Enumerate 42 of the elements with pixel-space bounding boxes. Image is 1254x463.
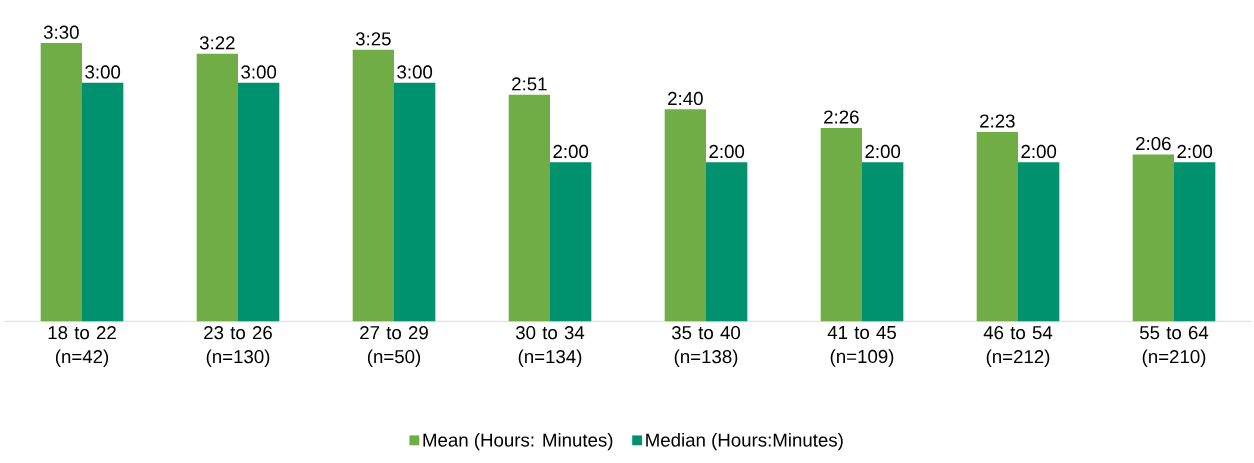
x-tick-label: 55 to 64 (n=210) <box>1139 326 1209 368</box>
legend-label: Mean (Hours: Minutes) <box>423 433 613 451</box>
x-tick-label: 27 to 29 (n=50) <box>360 326 428 368</box>
data-label: 3:25 <box>355 32 391 46</box>
x-tick-label: 18 to 22 (n=42) <box>48 326 116 368</box>
bar <box>196 53 239 322</box>
bar <box>706 162 748 322</box>
bar <box>82 83 124 322</box>
data-label: 2:26 <box>824 110 859 124</box>
bar <box>508 94 551 322</box>
data-label: 2:00 <box>1177 145 1213 159</box>
data-label: 2:51 <box>512 77 547 91</box>
bar <box>1174 162 1216 322</box>
data-label: 3:00 <box>85 65 121 79</box>
bar <box>40 43 82 322</box>
bar <box>664 109 706 322</box>
legend-label: Median (Hours:Minutes) <box>646 433 843 451</box>
bar <box>394 83 436 322</box>
data-label: 3:00 <box>397 65 433 79</box>
x-tick-label: 41 to 45 (n=109) <box>827 326 896 367</box>
data-label: 3:00 <box>241 65 277 79</box>
x-tick-label: 23 to 26 (n=130) <box>204 326 272 368</box>
data-label: 2:00 <box>709 145 745 159</box>
data-label: 2:00 <box>553 145 589 159</box>
bar <box>862 162 904 322</box>
bar <box>550 162 592 322</box>
bar <box>976 132 1018 322</box>
bar <box>238 83 280 322</box>
x-tick-label: 35 to 40 (n=138) <box>671 326 741 368</box>
x-tick-label: 30 to 34 (n=134) <box>515 326 585 368</box>
data-label: 2:00 <box>1021 145 1057 159</box>
data-label: 2:06 <box>1136 137 1171 151</box>
data-label: 2:40 <box>668 92 703 106</box>
x-tick-label: 46 to 54 (n=212) <box>983 326 1053 368</box>
data-label: 3:22 <box>199 36 235 50</box>
bar <box>1018 162 1060 322</box>
bar <box>352 49 394 322</box>
data-label: 2:00 <box>865 145 901 159</box>
bar <box>1132 154 1174 322</box>
data-label: 3:30 <box>43 25 79 40</box>
data-label: 2:23 <box>980 114 1015 128</box>
bar <box>820 128 863 322</box>
